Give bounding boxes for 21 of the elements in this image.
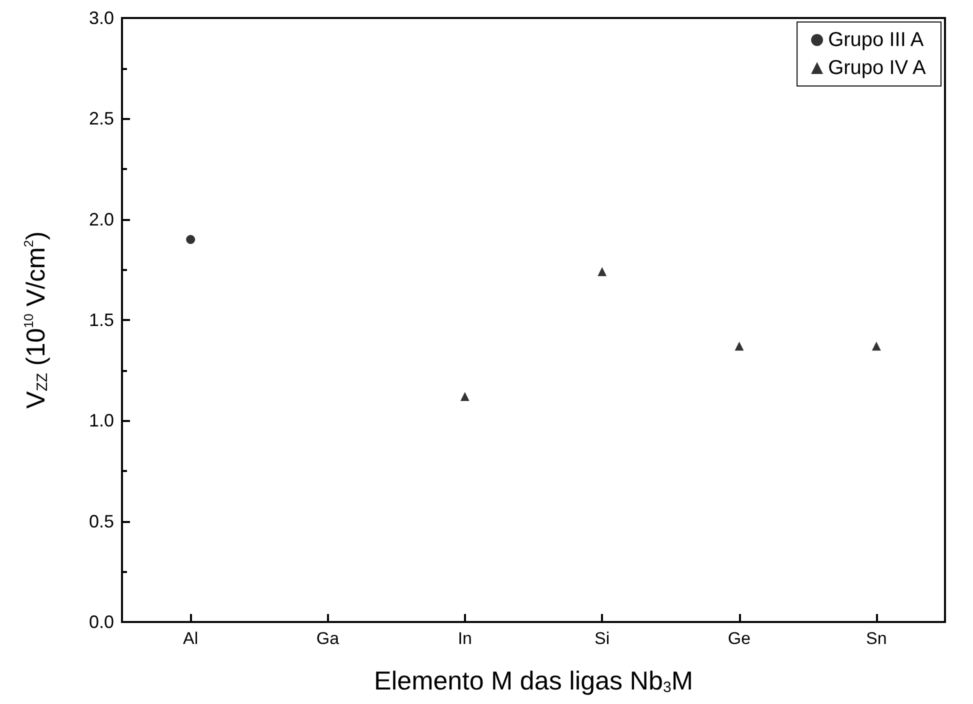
y-tick-label: 1.5 (88, 310, 114, 330)
point (186, 234, 196, 244)
x-tick-label: Sn (866, 629, 887, 648)
y-tick-label: 0.5 (88, 511, 114, 532)
y-tick-label: 3.0 (88, 8, 114, 28)
point (872, 342, 881, 351)
point (734, 342, 744, 351)
y-tick-label: 0.0 (88, 612, 114, 632)
y-tick-label: 1.0 (88, 410, 114, 431)
x-tick-label: Ga (316, 629, 340, 648)
point (460, 392, 470, 402)
point (598, 267, 607, 276)
y-axis-title: VZZ (1010 V/cm2) (20, 231, 51, 409)
legend-label: Grupo IV A (828, 57, 927, 79)
y-tick-label: 2.5 (88, 108, 114, 129)
y-tick-label: 2.0 (88, 209, 114, 230)
legend-label: Grupo III A (828, 29, 924, 51)
x-tick-label: Ge (728, 629, 751, 648)
x-tick-label: Al (183, 629, 198, 648)
x-tick-label: In (458, 629, 472, 648)
x-tick-label: Si (594, 629, 610, 648)
